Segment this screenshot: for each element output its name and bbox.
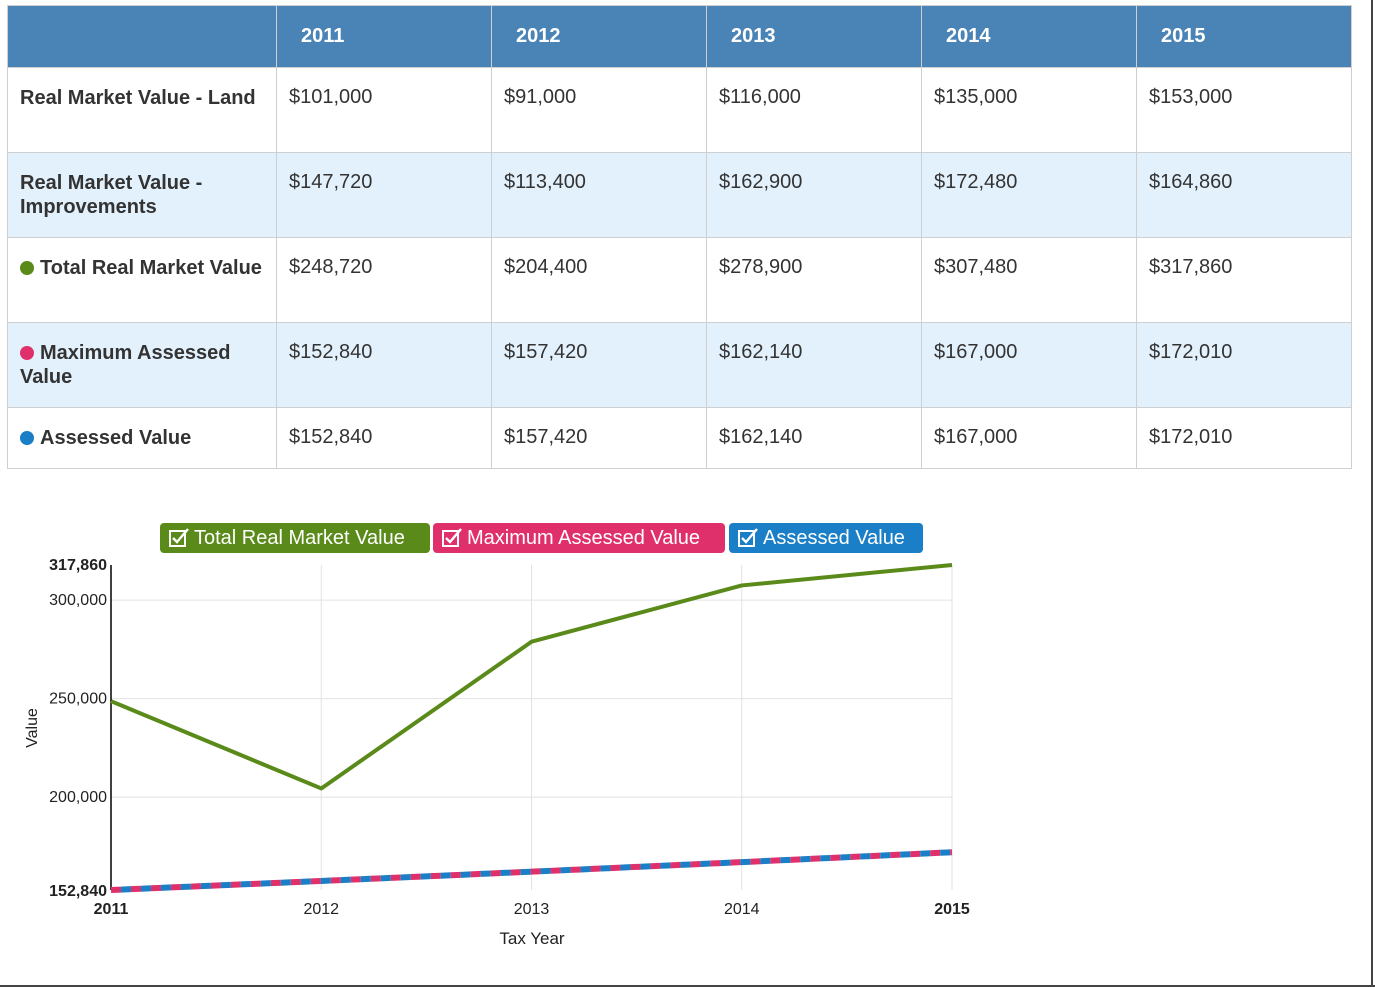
table-cell: $172,010 (1136, 322, 1352, 408)
legend-toggle-maximum-assessed-value[interactable]: Maximum Assessed Value (433, 523, 725, 553)
x-tick-label: 2011 (94, 901, 129, 918)
y-tick-label: 300,000 (49, 592, 107, 609)
table-cell: $172,480 (921, 152, 1137, 238)
header-year: 2013 (706, 5, 922, 68)
table-cell: $116,000 (706, 67, 922, 153)
header-empty (7, 5, 277, 68)
table-cell: $164,860 (1136, 152, 1352, 238)
table-cell: $317,860 (1136, 237, 1352, 323)
x-tick-label: 2015 (934, 901, 970, 918)
window-edge (1371, 0, 1373, 987)
row-label: Real Market Value - Improvements (7, 152, 277, 238)
assessed-value-marker (20, 431, 34, 445)
y-axis-label: Value (24, 708, 41, 748)
table-cell: $135,000 (921, 67, 1137, 153)
table-cell: $167,000 (921, 407, 1137, 469)
table-row: Real Market Value - Improvements $147,72… (7, 152, 1352, 238)
checkbox-checked-icon (169, 528, 189, 547)
table-cell: $152,840 (276, 407, 492, 469)
table-header-row: 2011 2012 2013 2014 2015 (7, 5, 1352, 68)
y-tick-label: 200,000 (49, 789, 107, 806)
table-cell: $307,480 (921, 237, 1137, 323)
checkbox-checked-icon (442, 528, 462, 547)
table-row: Real Market Value - Land $101,000 $91,00… (7, 67, 1352, 153)
row-label-text: Maximum Assessed Value (20, 342, 231, 388)
header-year: 2015 (1136, 5, 1352, 68)
table-cell: $147,720 (276, 152, 492, 238)
table-row: Total Real Market Value $248,720 $204,40… (7, 237, 1352, 323)
x-tick-label: 2012 (303, 901, 339, 918)
row-label-text: Assessed Value (40, 427, 192, 449)
row-label: Total Real Market Value (7, 237, 277, 323)
legend-toggle-assessed-value[interactable]: Assessed Value (729, 523, 923, 553)
table-cell: $162,140 (706, 407, 922, 469)
window-edge (0, 985, 1375, 987)
table-cell: $162,140 (706, 322, 922, 408)
x-tick-label: 2013 (514, 901, 550, 918)
table-cell: $172,010 (1136, 407, 1352, 469)
y-tick-label: 152,840 (49, 883, 107, 900)
row-label: Assessed Value (7, 407, 277, 469)
chart-series (110, 563, 953, 893)
x-tick-label: 2014 (724, 901, 760, 918)
legend-label: Maximum Assessed Value (467, 527, 701, 549)
line-chart: 152,840 200,000 250,000 300,000 317,860 2011 2… (24, 557, 970, 948)
row-label: Maximum Assessed Value (7, 322, 277, 408)
legend-toggle-total-real-market-value[interactable]: Total Real Market Value (160, 523, 430, 553)
table-cell: $113,400 (491, 152, 707, 238)
table-cell: $204,400 (491, 237, 707, 323)
table-cell: $162,900 (706, 152, 922, 238)
row-label-text: Real Market Value - Improvements (20, 172, 203, 218)
legend-label: Total Real Market Value (194, 527, 405, 549)
total-real-market-value-line (110, 563, 953, 791)
header-year: 2012 (491, 5, 707, 68)
table-cell: $157,420 (491, 322, 707, 408)
table-cell: $101,000 (276, 67, 492, 153)
row-label-text: Real Market Value - Land (20, 87, 256, 109)
table-row: Maximum Assessed Value $152,840 $157,420… (7, 322, 1352, 408)
y-tick-label: 317,860 (49, 557, 107, 574)
table-cell: $153,000 (1136, 67, 1352, 153)
maximum-assessed-value-marker (20, 346, 34, 360)
table-row: Assessed Value $152,840 $157,420 $162,14… (7, 407, 1352, 469)
table-cell: $278,900 (706, 237, 922, 323)
row-label-text: Total Real Market Value (40, 257, 262, 279)
chart-grid (111, 565, 953, 890)
y-tick-label: 250,000 (49, 691, 107, 708)
chart-tick-labels: 152,840 200,000 250,000 300,000 317,860 2011 2… (49, 557, 970, 918)
values-table: 2011 2012 2013 2014 2015 Real Market Val… (7, 5, 1352, 469)
checkbox-checked-icon (738, 528, 758, 547)
table-cell: $91,000 (491, 67, 707, 153)
row-label: Real Market Value - Land (7, 67, 277, 153)
legend-label: Assessed Value (763, 527, 905, 549)
total-real-market-value-marker (20, 261, 34, 275)
maximum-assessed-value-line (110, 849, 953, 893)
x-axis-label: Tax Year (499, 929, 565, 948)
